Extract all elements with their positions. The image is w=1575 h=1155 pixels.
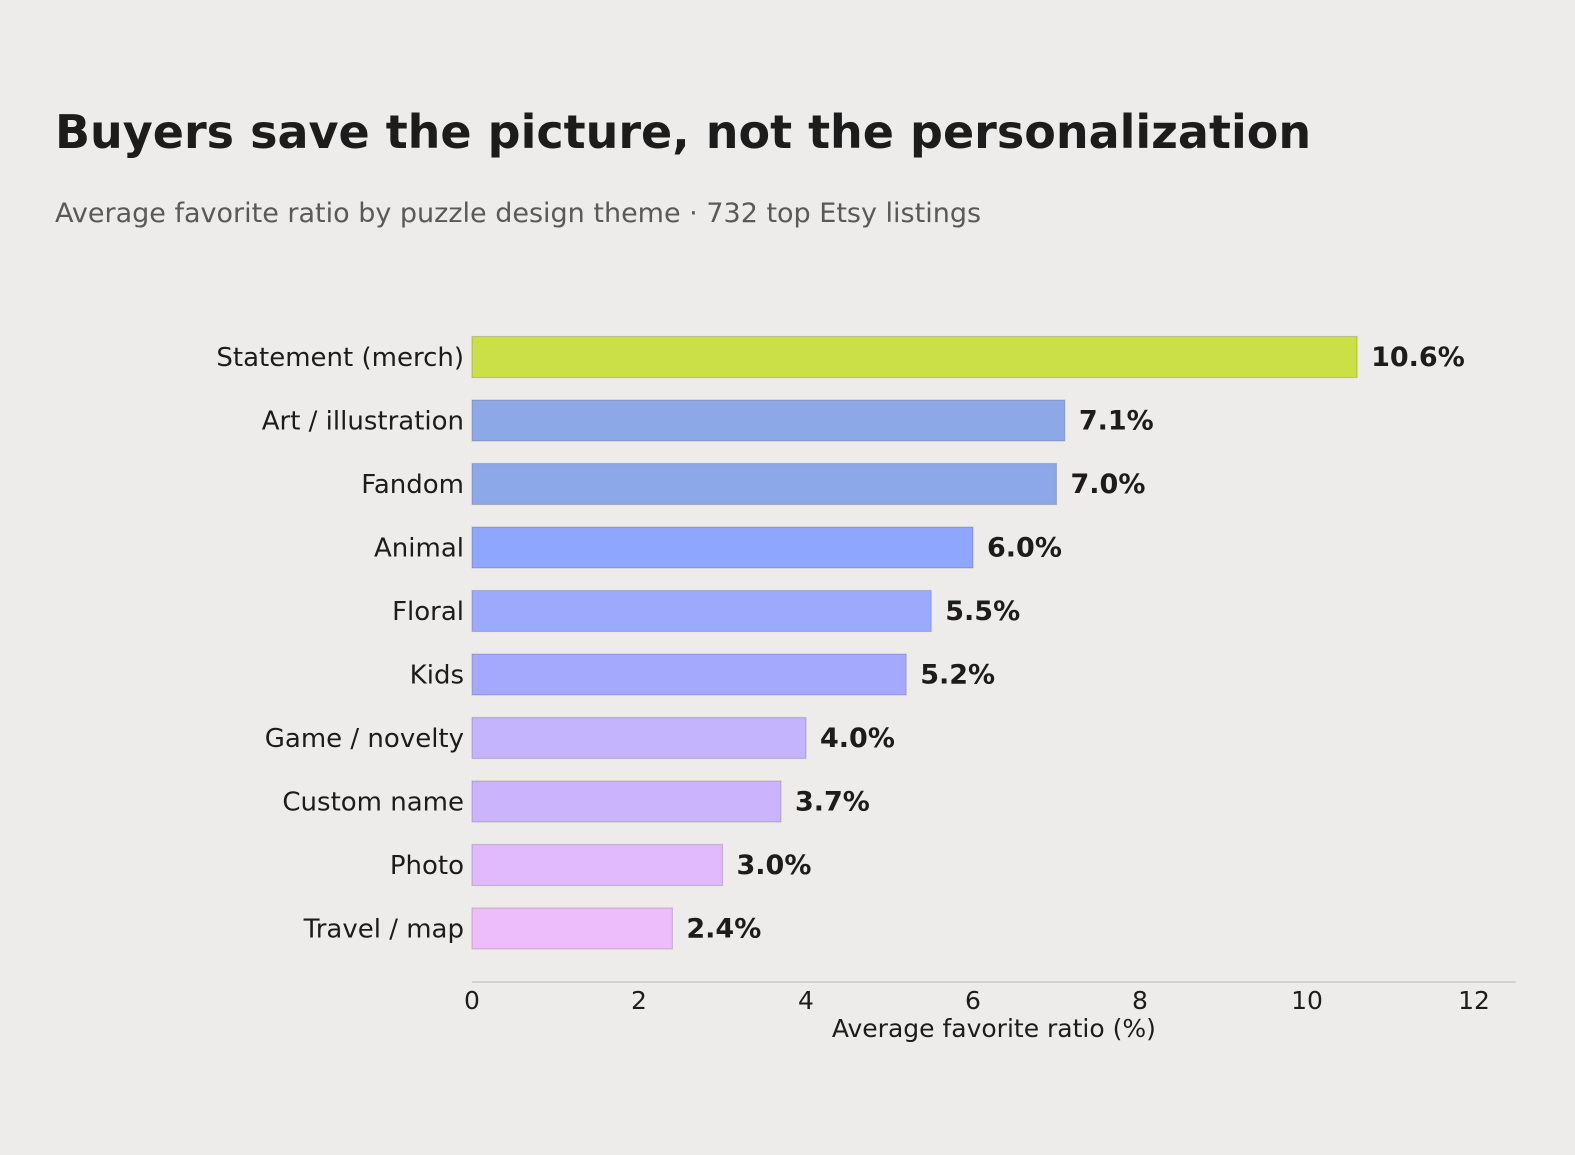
x-tick-label: 6 (965, 986, 981, 1015)
bar-9 (471, 907, 673, 950)
value-label: 6.0% (987, 533, 1062, 564)
value-label: 7.0% (1071, 469, 1146, 500)
bar-0 (471, 335, 1358, 379)
bar-group: Statement (merch) 10.6% Art / illustration… (216, 335, 1465, 950)
x-axis-ticks: 0 2 4 6 8 10 12 (464, 986, 1490, 1015)
category-label: Photo (390, 851, 464, 881)
bar-1 (471, 399, 1066, 442)
chart-title: Buyers save the picture, not the persona… (55, 105, 1312, 159)
category-label: Floral (392, 597, 464, 627)
category-label: Game / novelty (265, 724, 464, 754)
bar-5 (471, 653, 907, 696)
value-label: 5.2% (920, 660, 995, 691)
value-label: 5.5% (945, 596, 1020, 627)
x-tick-label: 12 (1458, 986, 1490, 1015)
value-label: 7.1% (1079, 406, 1154, 437)
category-label: Travel / map (303, 915, 464, 945)
value-label: 3.7% (795, 787, 870, 818)
x-tick-label: 2 (631, 986, 647, 1015)
value-label: 3.0% (737, 850, 812, 881)
bar-2 (471, 462, 1058, 506)
bar-8 (471, 843, 724, 887)
bar-4 (471, 589, 932, 633)
category-label: Fandom (361, 470, 464, 500)
chart-subtitle: Average favorite ratio by puzzle design … (55, 198, 982, 229)
x-tick-label: 10 (1291, 986, 1323, 1015)
x-tick-label: 0 (464, 986, 480, 1015)
value-label: 2.4% (686, 914, 761, 945)
bar-6 (471, 716, 807, 760)
category-label: Art / illustration (262, 407, 464, 437)
category-label: Kids (410, 661, 464, 691)
bar-3 (471, 526, 974, 569)
value-label: 4.0% (820, 723, 895, 754)
category-label: Animal (374, 534, 464, 564)
category-label: Statement (merch) (216, 343, 464, 373)
category-label: Custom name (282, 788, 464, 818)
value-label: 10.6% (1371, 342, 1465, 373)
x-axis-label: Average favorite ratio (%) (832, 1014, 1156, 1043)
x-tick-label: 4 (798, 986, 814, 1015)
x-tick-label: 8 (1132, 986, 1148, 1015)
bar-7 (471, 780, 782, 823)
